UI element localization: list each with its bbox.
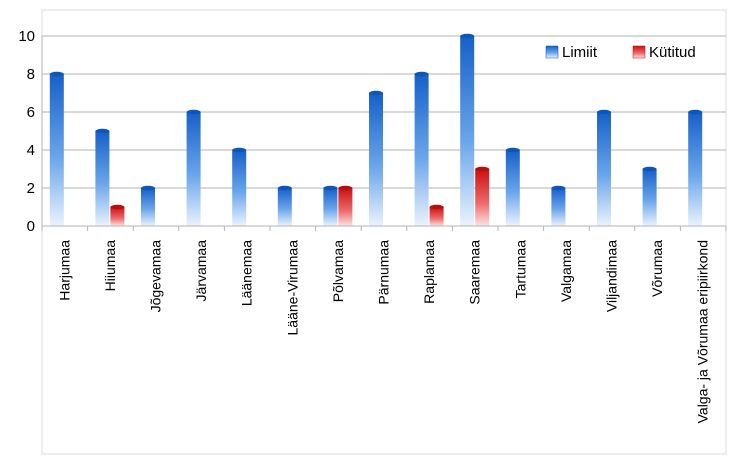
bar <box>429 207 444 226</box>
bar-Limiit-Lääne-Virumaa <box>277 185 292 226</box>
bar-Kütitud-Hiiumaa <box>110 204 125 226</box>
plot-frame <box>41 9 727 455</box>
bar-cap <box>429 204 444 210</box>
bar-cap <box>551 185 566 191</box>
bar-Limiit-Tartumaa <box>505 147 520 226</box>
bar <box>475 169 490 226</box>
bar-Limiit-Raplamaa <box>414 71 429 226</box>
bar-cap <box>186 109 201 115</box>
bar-cap <box>338 185 353 191</box>
bar-cap <box>688 109 703 115</box>
bar-Limiit-Pärnumaa <box>369 90 383 226</box>
bar-Limiit-Põlvamaa <box>323 185 338 226</box>
legend-label: Limiit <box>562 44 598 61</box>
x-tick-label: Põlvamaa <box>330 240 346 302</box>
x-tick-label: Järvamaa <box>193 240 209 302</box>
bar-cap <box>141 185 155 191</box>
x-tick-label: Läänemaa <box>239 240 255 306</box>
bar <box>95 131 110 226</box>
bar-cap <box>597 109 611 115</box>
bar <box>141 188 155 226</box>
legend-swatch <box>632 45 646 59</box>
y-tick-label: 6 <box>27 104 35 121</box>
bar-cap <box>642 166 657 172</box>
bar <box>277 188 292 226</box>
bar <box>597 112 611 226</box>
bar-Limiit-Saaremaa <box>460 33 475 226</box>
legend: Limiit Kütitud <box>545 44 696 61</box>
bar <box>186 112 201 226</box>
bar <box>642 169 657 226</box>
bar-cap <box>323 185 338 191</box>
x-tick-label: Saaremaa <box>467 240 483 305</box>
x-tick-label: Lääne-Virumaa <box>284 240 300 336</box>
x-tick-label: Tartumaa <box>512 240 528 299</box>
bar-cap <box>369 90 383 96</box>
x-tick-label: Võrumaa <box>649 240 665 297</box>
bar <box>49 74 64 226</box>
x-tick-label: Valgamaa <box>558 240 574 302</box>
bar-Kütitud-Raplamaa <box>429 204 444 226</box>
legend-label: Kütitud <box>649 44 696 61</box>
bar-Kütitud-Põlvamaa <box>338 185 353 226</box>
bar-Limiit-Võrumaa <box>642 166 657 226</box>
y-tick-label: 2 <box>27 180 35 197</box>
legend-item-Kütitud: Kütitud <box>632 44 696 61</box>
bar-Kütitud-Saaremaa <box>475 166 490 226</box>
bar-Limiit-Viljandimaa <box>597 109 611 226</box>
bar-cap <box>110 204 125 210</box>
legend-swatch <box>545 45 559 59</box>
y-tick-label: 10 <box>18 28 35 45</box>
bar-cap <box>232 147 247 153</box>
bar <box>369 93 383 226</box>
bar-cap <box>460 33 475 39</box>
bars <box>49 33 703 226</box>
bar <box>688 112 703 226</box>
bar <box>551 188 566 226</box>
bar-Limiit-Valga- ja Võrumaa eripiirkond <box>688 109 703 226</box>
legend-item-Limiit: Limiit <box>545 44 598 61</box>
bar <box>338 188 353 226</box>
x-tick-label: Jõgevamaa <box>148 240 164 313</box>
axes: 0 2 4 6 8 10 Harjumaa Hiiumaa Jõgevamaa Järvamaa L… <box>18 28 727 423</box>
y-tick-label: 0 <box>27 218 35 235</box>
x-tick-label: Hiiumaa <box>102 240 118 292</box>
bar-cap <box>277 185 292 191</box>
bar-Limiit-Valgamaa <box>551 185 566 226</box>
x-tick-label: Valga- ja Võrumaa eripiirkond <box>695 240 711 423</box>
x-tick-label: Viljandimaa <box>604 240 620 312</box>
y-tick-label: 4 <box>27 142 35 159</box>
bar <box>460 36 475 226</box>
bar-cap <box>414 71 429 77</box>
bar <box>232 150 247 226</box>
bar <box>414 74 429 226</box>
bar-cap <box>505 147 520 153</box>
x-tick-label: Raplamaa <box>421 240 437 304</box>
bar-cap <box>475 166 490 172</box>
bar-cap <box>95 128 110 134</box>
bar <box>505 150 520 226</box>
bar-Limiit-Hiiumaa <box>95 128 110 226</box>
bar-Limiit-Läänemaa <box>232 147 247 226</box>
y-tick-label: 8 <box>27 66 35 83</box>
x-tick-label: Pärnumaa <box>376 240 392 305</box>
bar-cap <box>49 71 64 77</box>
bar-Limiit-Järvamaa <box>186 109 201 226</box>
bar-Limiit-Harjumaa <box>49 71 64 226</box>
x-tick-label: Harjumaa <box>56 240 72 301</box>
bar <box>110 207 125 226</box>
bar-Limiit-Jõgevamaa <box>141 185 155 226</box>
bar <box>323 188 338 226</box>
